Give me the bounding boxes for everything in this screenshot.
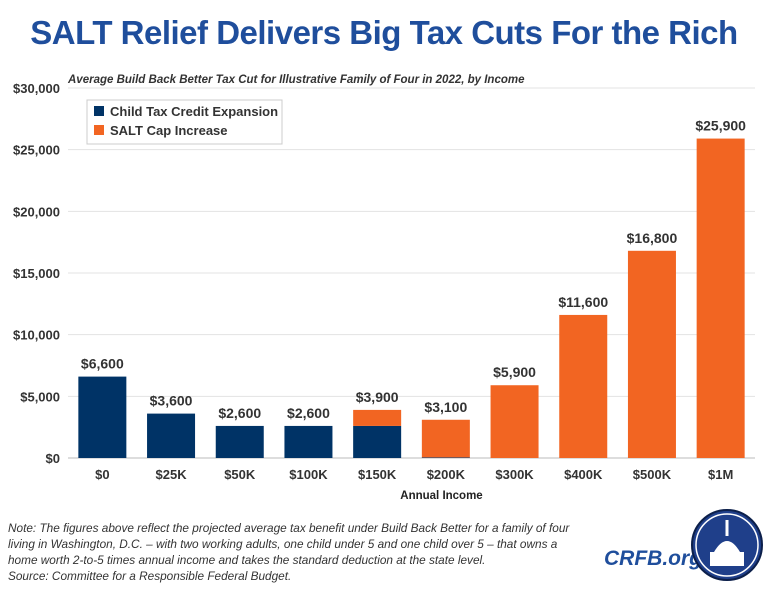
footnote: Note: The figures above reflect the proj… bbox=[8, 520, 578, 584]
data-label: $3,100 bbox=[424, 399, 467, 415]
x-tick-label: $100K bbox=[289, 467, 328, 482]
data-label: $2,600 bbox=[218, 405, 261, 421]
y-tick-label: $15,000 bbox=[13, 266, 60, 281]
data-label: $3,600 bbox=[150, 393, 193, 409]
data-label: $6,600 bbox=[81, 356, 124, 372]
bar-child-tax-credit-expansion bbox=[215, 425, 264, 458]
legend-label: SALT Cap Increase bbox=[110, 123, 228, 138]
bar-child-tax-credit-expansion bbox=[78, 376, 127, 458]
x-tick-label: $300K bbox=[495, 467, 534, 482]
data-label: $25,900 bbox=[695, 118, 746, 134]
note-text: Note: The figures above reflect the proj… bbox=[8, 521, 570, 567]
legend-swatch bbox=[94, 106, 104, 116]
bar-chart: $0 $5,000 $10,000 $15,000 $20,000 $25,000 $30,… bbox=[13, 81, 755, 502]
bar-child-tax-credit-expansion bbox=[421, 457, 470, 458]
bar-salt-cap-increase bbox=[627, 250, 676, 458]
x-tick-label: $0 bbox=[95, 467, 109, 482]
data-label: $11,600 bbox=[558, 294, 608, 310]
x-tick-label: $500K bbox=[633, 467, 672, 482]
data-label: $3,900 bbox=[356, 389, 399, 405]
y-tick-label: $20,000 bbox=[13, 204, 60, 219]
bar-salt-cap-increase bbox=[421, 419, 470, 458]
bar-salt-cap-increase bbox=[559, 314, 608, 458]
x-tick-label: $200K bbox=[427, 467, 466, 482]
x-tick-label: $150K bbox=[358, 467, 397, 482]
bar-salt-cap-increase bbox=[696, 138, 745, 459]
crfb-capitol-logo bbox=[691, 509, 763, 581]
y-tick-label: $25,000 bbox=[13, 143, 60, 158]
y-tick-label: $30,000 bbox=[13, 81, 60, 96]
y-tick-label: $0 bbox=[46, 451, 60, 466]
legend-swatch bbox=[94, 125, 104, 135]
bar-child-tax-credit-expansion bbox=[147, 413, 196, 458]
bar-child-tax-credit-expansion bbox=[284, 425, 333, 458]
y-tick-label: $5,000 bbox=[20, 389, 60, 404]
bar-child-tax-credit-expansion bbox=[353, 425, 402, 458]
x-tick-label: $50K bbox=[224, 467, 256, 482]
chart-subtitle: Average Build Back Better Tax Cut for Il… bbox=[68, 74, 525, 86]
x-tick-label: $1M bbox=[708, 467, 733, 482]
bar-salt-cap-increase bbox=[353, 409, 402, 426]
data-label: $16,800 bbox=[627, 230, 678, 246]
bar-salt-cap-increase bbox=[490, 385, 539, 458]
x-tick-label: $25K bbox=[156, 467, 188, 482]
legend-box bbox=[86, 99, 283, 145]
data-label: $5,900 bbox=[493, 364, 536, 380]
x-axis-label: Annual Income bbox=[400, 490, 482, 502]
y-tick-label: $10,000 bbox=[13, 328, 60, 343]
brand-link[interactable]: CRFB.org bbox=[604, 547, 702, 570]
legend-label: Child Tax Credit Expansion bbox=[110, 104, 278, 119]
page-title: SALT Relief Delivers Big Tax Cuts For th… bbox=[30, 14, 738, 51]
x-tick-label: $400K bbox=[564, 467, 603, 482]
source-text: Source: Committee for a Responsible Fede… bbox=[8, 569, 292, 583]
data-label: $2,600 bbox=[287, 405, 330, 421]
